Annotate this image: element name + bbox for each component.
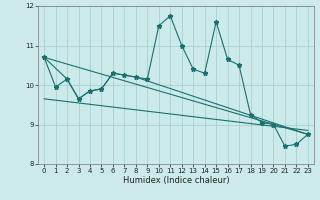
X-axis label: Humidex (Indice chaleur): Humidex (Indice chaleur) <box>123 176 229 185</box>
